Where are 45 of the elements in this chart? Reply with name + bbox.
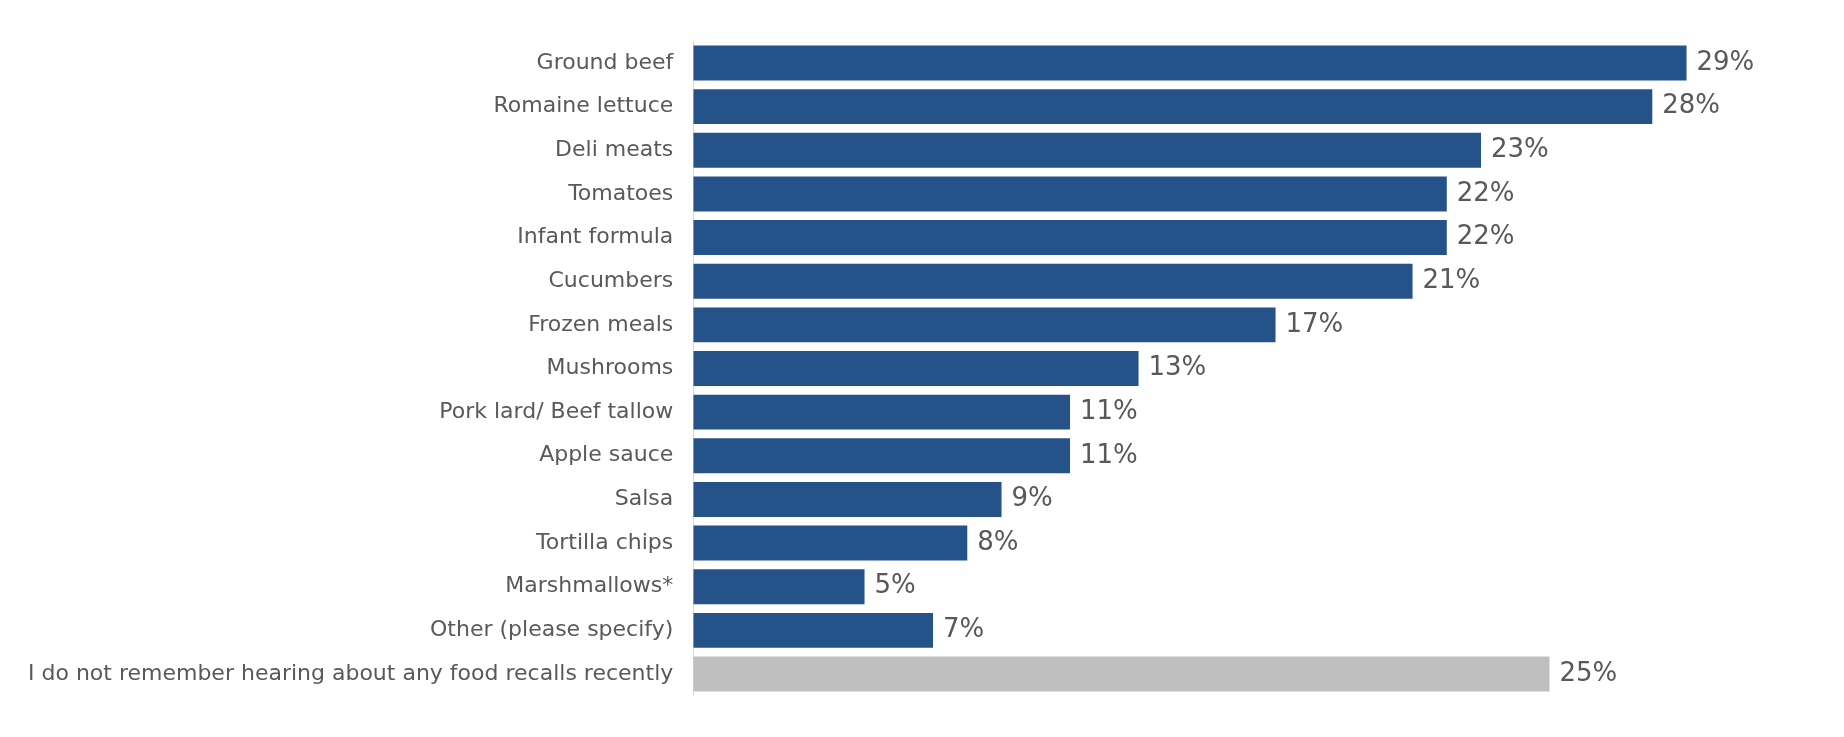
y-tick-label: Ground beef xyxy=(536,48,675,74)
data-label: 11% xyxy=(1080,394,1138,425)
y-tick-label: Apple sauce xyxy=(539,441,674,467)
data-label: 23% xyxy=(1491,133,1549,164)
y-tick-label: Salsa xyxy=(614,485,674,511)
y-tick-label: Deli meats xyxy=(555,136,674,162)
y-tick-label: Pork lard/ Beef tallow xyxy=(439,397,674,423)
bar xyxy=(693,525,968,561)
bar xyxy=(693,89,1653,125)
data-label: 28% xyxy=(1662,89,1721,120)
bar xyxy=(693,351,1139,386)
y-tick-label: Tomatoes xyxy=(567,179,674,205)
bar xyxy=(693,45,1687,81)
bar xyxy=(693,263,1413,299)
data-label: 11% xyxy=(1080,438,1138,469)
data-label: 13% xyxy=(1148,351,1207,382)
bar xyxy=(693,612,934,648)
data-label: 29% xyxy=(1696,45,1755,76)
data-label: 22% xyxy=(1456,220,1515,251)
data-label: 21% xyxy=(1422,263,1481,294)
y-tick-label: Frozen meals xyxy=(528,310,674,336)
data-label: 17% xyxy=(1285,307,1344,338)
y-tick-label: Tortilla chips xyxy=(535,528,674,554)
bar xyxy=(693,176,1447,212)
y-tick-label: I do not remember hearing about any food recalls recently xyxy=(27,659,674,685)
data-label: 25% xyxy=(1559,656,1618,687)
bar xyxy=(693,438,1071,474)
y-tick-label: Marshmallows* xyxy=(505,572,674,598)
data-label: 7% xyxy=(943,613,985,644)
bar xyxy=(693,394,1071,430)
y-tick-label: Infant formula xyxy=(517,223,674,249)
bar xyxy=(693,132,1482,168)
bar xyxy=(693,220,1447,256)
bar xyxy=(693,656,1550,692)
y-tick-label: Mushrooms xyxy=(546,354,674,380)
bar xyxy=(693,481,1002,517)
data-label: 22% xyxy=(1456,176,1515,207)
bar xyxy=(693,307,1276,343)
y-tick-label: Cucumbers xyxy=(548,266,674,292)
bar xyxy=(693,569,865,605)
data-label: 5% xyxy=(874,569,916,600)
y-tick-label: Other (please specify) xyxy=(430,616,674,642)
data-label: 9% xyxy=(1011,482,1053,513)
y-tick-label: Romaine lettuce xyxy=(493,92,674,118)
data-label: 8% xyxy=(977,525,1019,556)
